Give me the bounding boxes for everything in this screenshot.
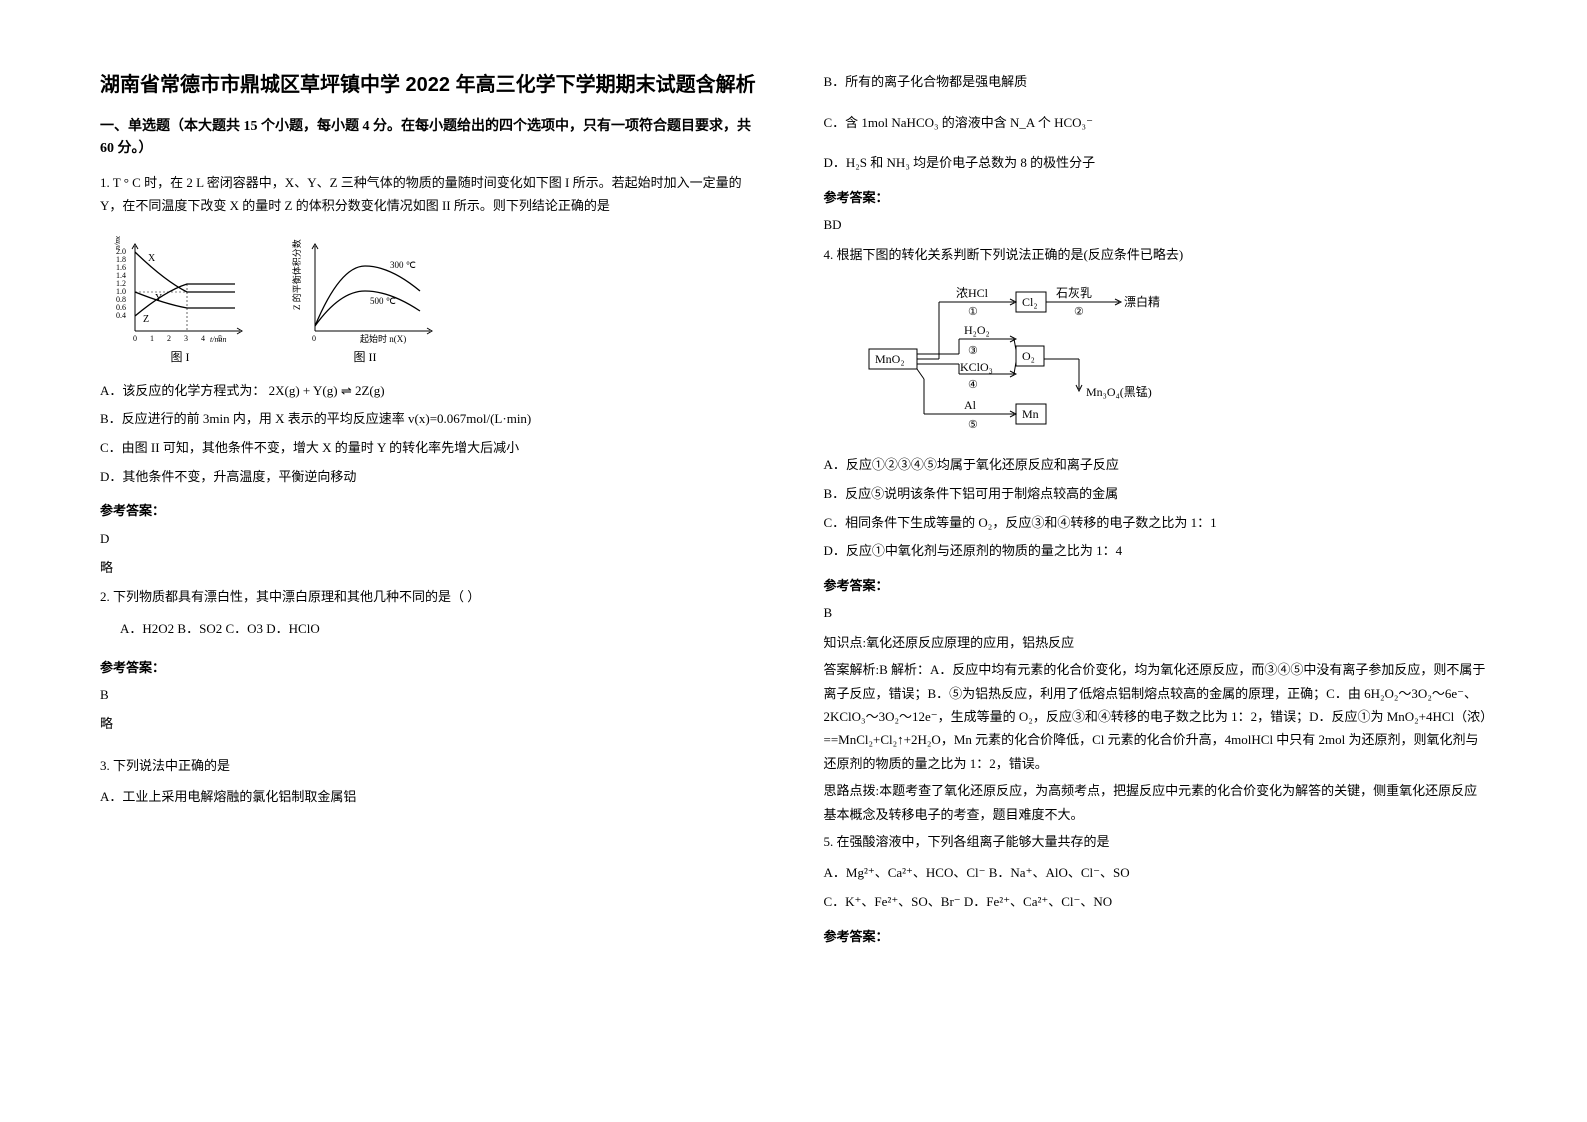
q1-optD: D．其他条件不变，升高温度，平衡逆向移动	[100, 465, 764, 490]
chart-1-svg: 2.0 1.8 1.6 1.4 1.2 1.0 0.8 0.6 0.4 0 1 …	[110, 236, 250, 346]
q3-optC: C．含 1mol NaHCO₃ 的溶液中含 N_A 个 HCO₃⁻	[824, 111, 1488, 136]
q5-text: 5. 在强酸溶液中，下列各组离子能够大量共存的是	[824, 830, 1488, 853]
q3-optA: A．工业上采用电解熔融的氯化铝制取金属铝	[100, 785, 764, 810]
svg-text:500 ℃: 500 ℃	[370, 296, 396, 306]
svg-text:Mn: Mn	[1022, 407, 1039, 421]
q4-exp2: 思路点拨:本题考查了氧化还原反应，为高频考点，把握反应中元素的化合价变化为解答的…	[824, 779, 1488, 826]
q1-answer: D	[100, 527, 764, 550]
chart-2-svg: 300 ℃ 500 ℃ 起始时 n(X) 0 Z 的平衡体积分数	[290, 236, 440, 346]
svg-text:n/mol: n/mol	[113, 236, 122, 250]
svg-text:O₂: O₂	[1022, 349, 1035, 363]
q4-text: 4. 根据下图的转化关系判断下列说法正确的是(反应条件已略去)	[824, 243, 1488, 266]
q1-optB: B．反应进行的前 3min 内，用 X 表示的平均反应速率 v(x)=0.067…	[100, 407, 764, 432]
q1-answer-label: 参考答案：	[100, 499, 764, 522]
svg-text:④: ④	[968, 379, 978, 391]
svg-text:Y: Y	[155, 293, 162, 304]
svg-text:H₂O₂: H₂O₂	[964, 323, 990, 337]
svg-text:Z: Z	[143, 314, 149, 325]
svg-text:4: 4	[201, 334, 205, 343]
q3-optD: D．H₂S 和 NH₃ 均是价电子总数为 8 的极性分子	[824, 151, 1488, 176]
q4-optD: D．反应①中氧化剂与还原剂的物质的量之比为 1：4	[824, 539, 1488, 564]
svg-text:t/min: t/min	[210, 335, 226, 344]
section-header: 一、单选题（本大题共 15 个小题，每小题 4 分。在每小题给出的四个选项中，只…	[100, 116, 764, 161]
svg-text:2: 2	[167, 334, 171, 343]
svg-text:①: ①	[968, 306, 978, 318]
svg-text:KClO₃: KClO₃	[960, 360, 993, 374]
svg-text:起始时 n(X): 起始时 n(X)	[360, 333, 406, 344]
q4-optA: A．反应①②③④⑤均属于氧化还原反应和离子反应	[824, 453, 1488, 478]
q4-optC: C．相同条件下生成等量的 O₂，反应③和④转移的电子数之比为 1：1	[824, 511, 1488, 536]
document-title: 湖南省常德市市鼎城区草坪镇中学 2022 年高三化学下学期期末试题含解析	[100, 70, 764, 100]
q1-note: 略	[100, 556, 764, 579]
svg-text:0.4: 0.4	[116, 311, 126, 320]
diagram-svg: MnO₂ 浓HCl ① Cl₂ 石灰乳 ② 漂白精 H₂O₂ ③	[864, 284, 1214, 439]
q4-optB: B．反应⑤说明该条件下铝可用于制熔点较高的金属	[824, 482, 1488, 507]
svg-text:0: 0	[133, 334, 137, 343]
svg-text:0: 0	[312, 334, 316, 343]
svg-text:②: ②	[1074, 306, 1084, 318]
q2-answer-label: 参考答案：	[100, 656, 764, 679]
svg-text:浓HCl: 浓HCl	[956, 286, 989, 300]
svg-text:⑤: ⑤	[968, 419, 978, 431]
right-column: B．所有的离子化合物都是强电解质 C．含 1mol NaHCO₃ 的溶液中含 N…	[824, 70, 1488, 1052]
q5-answer-label: 参考答案：	[824, 925, 1488, 948]
q4-kp: 知识点:氧化还原反应原理的应用，铝热反应	[824, 631, 1488, 654]
q3-answer-label: 参考答案：	[824, 186, 1488, 209]
q5-optC: C．K⁺、Fe²⁺、SO、Br⁻ D．Fe²⁺、Ca²⁺、Cl⁻、NO	[824, 890, 1488, 915]
svg-text:Al: Al	[964, 398, 977, 412]
q2-options: A．H2O2 B．SO2 C．O3 D．HClO	[100, 617, 764, 642]
q2-text: 2. 下列物质都具有漂白性，其中漂白原理和其他几种不同的是（ ）	[100, 585, 764, 608]
svg-text:3: 3	[184, 334, 188, 343]
svg-text:漂白精: 漂白精	[1124, 294, 1160, 309]
q4-answer: B	[824, 601, 1488, 624]
q2-note: 略	[100, 712, 764, 735]
svg-text:石灰乳: 石灰乳	[1056, 286, 1092, 300]
q3-optB: B．所有的离子化合物都是强电解质	[824, 70, 1488, 95]
svg-text:Cl₂: Cl₂	[1022, 295, 1038, 309]
q4-exp1: 答案解析:B 解析：A．反应中均有元素的化合价变化，均为氧化还原反应，而③④⑤中…	[824, 658, 1488, 775]
figure-1: 2.0 1.8 1.6 1.4 1.2 1.0 0.8 0.6 0.4 0 1 …	[110, 236, 250, 365]
fig1-caption: 图 I	[171, 348, 190, 365]
q1-optC: C．由图 II 可知，其他条件不变，增大 X 的量时 Y 的转化率先增大后减小	[100, 436, 764, 461]
chem-diagram: MnO₂ 浓HCl ① Cl₂ 石灰乳 ② 漂白精 H₂O₂ ③	[864, 284, 1488, 439]
q1-text: 1. T ° C 时，在 2 L 密闭容器中，X、Y、Z 三种气体的物质的量随时…	[100, 171, 764, 218]
svg-text:300 ℃: 300 ℃	[390, 260, 416, 270]
svg-text:③: ③	[968, 345, 978, 357]
svg-text:1: 1	[150, 334, 154, 343]
q2-answer: B	[100, 683, 764, 706]
left-column: 湖南省常德市市鼎城区草坪镇中学 2022 年高三化学下学期期末试题含解析 一、单…	[100, 70, 764, 1052]
q1-optA: A．该反应的化学方程式为： 2X(g) + Y(g) ⇌ 2Z(g)	[100, 379, 764, 404]
q4-answer-label: 参考答案：	[824, 574, 1488, 597]
figure-container: 2.0 1.8 1.6 1.4 1.2 1.0 0.8 0.6 0.4 0 1 …	[110, 236, 764, 365]
figure-2: 300 ℃ 500 ℃ 起始时 n(X) 0 Z 的平衡体积分数 图 II	[290, 236, 440, 365]
svg-text:Mn₃O₄(黑锰): Mn₃O₄(黑锰)	[1086, 384, 1152, 399]
q3-text: 3. 下列说法中正确的是	[100, 754, 764, 777]
q5-optA: A．Mg²⁺、Ca²⁺、HCO、Cl⁻ B．Na⁺、AlO、Cl⁻、SO	[824, 861, 1488, 886]
svg-text:Z 的平衡体积分数: Z 的平衡体积分数	[291, 239, 302, 310]
fig2-caption: 图 II	[354, 348, 377, 365]
svg-text:X: X	[148, 253, 156, 264]
q3-answer: BD	[824, 213, 1488, 236]
svg-text:MnO₂: MnO₂	[875, 352, 905, 366]
